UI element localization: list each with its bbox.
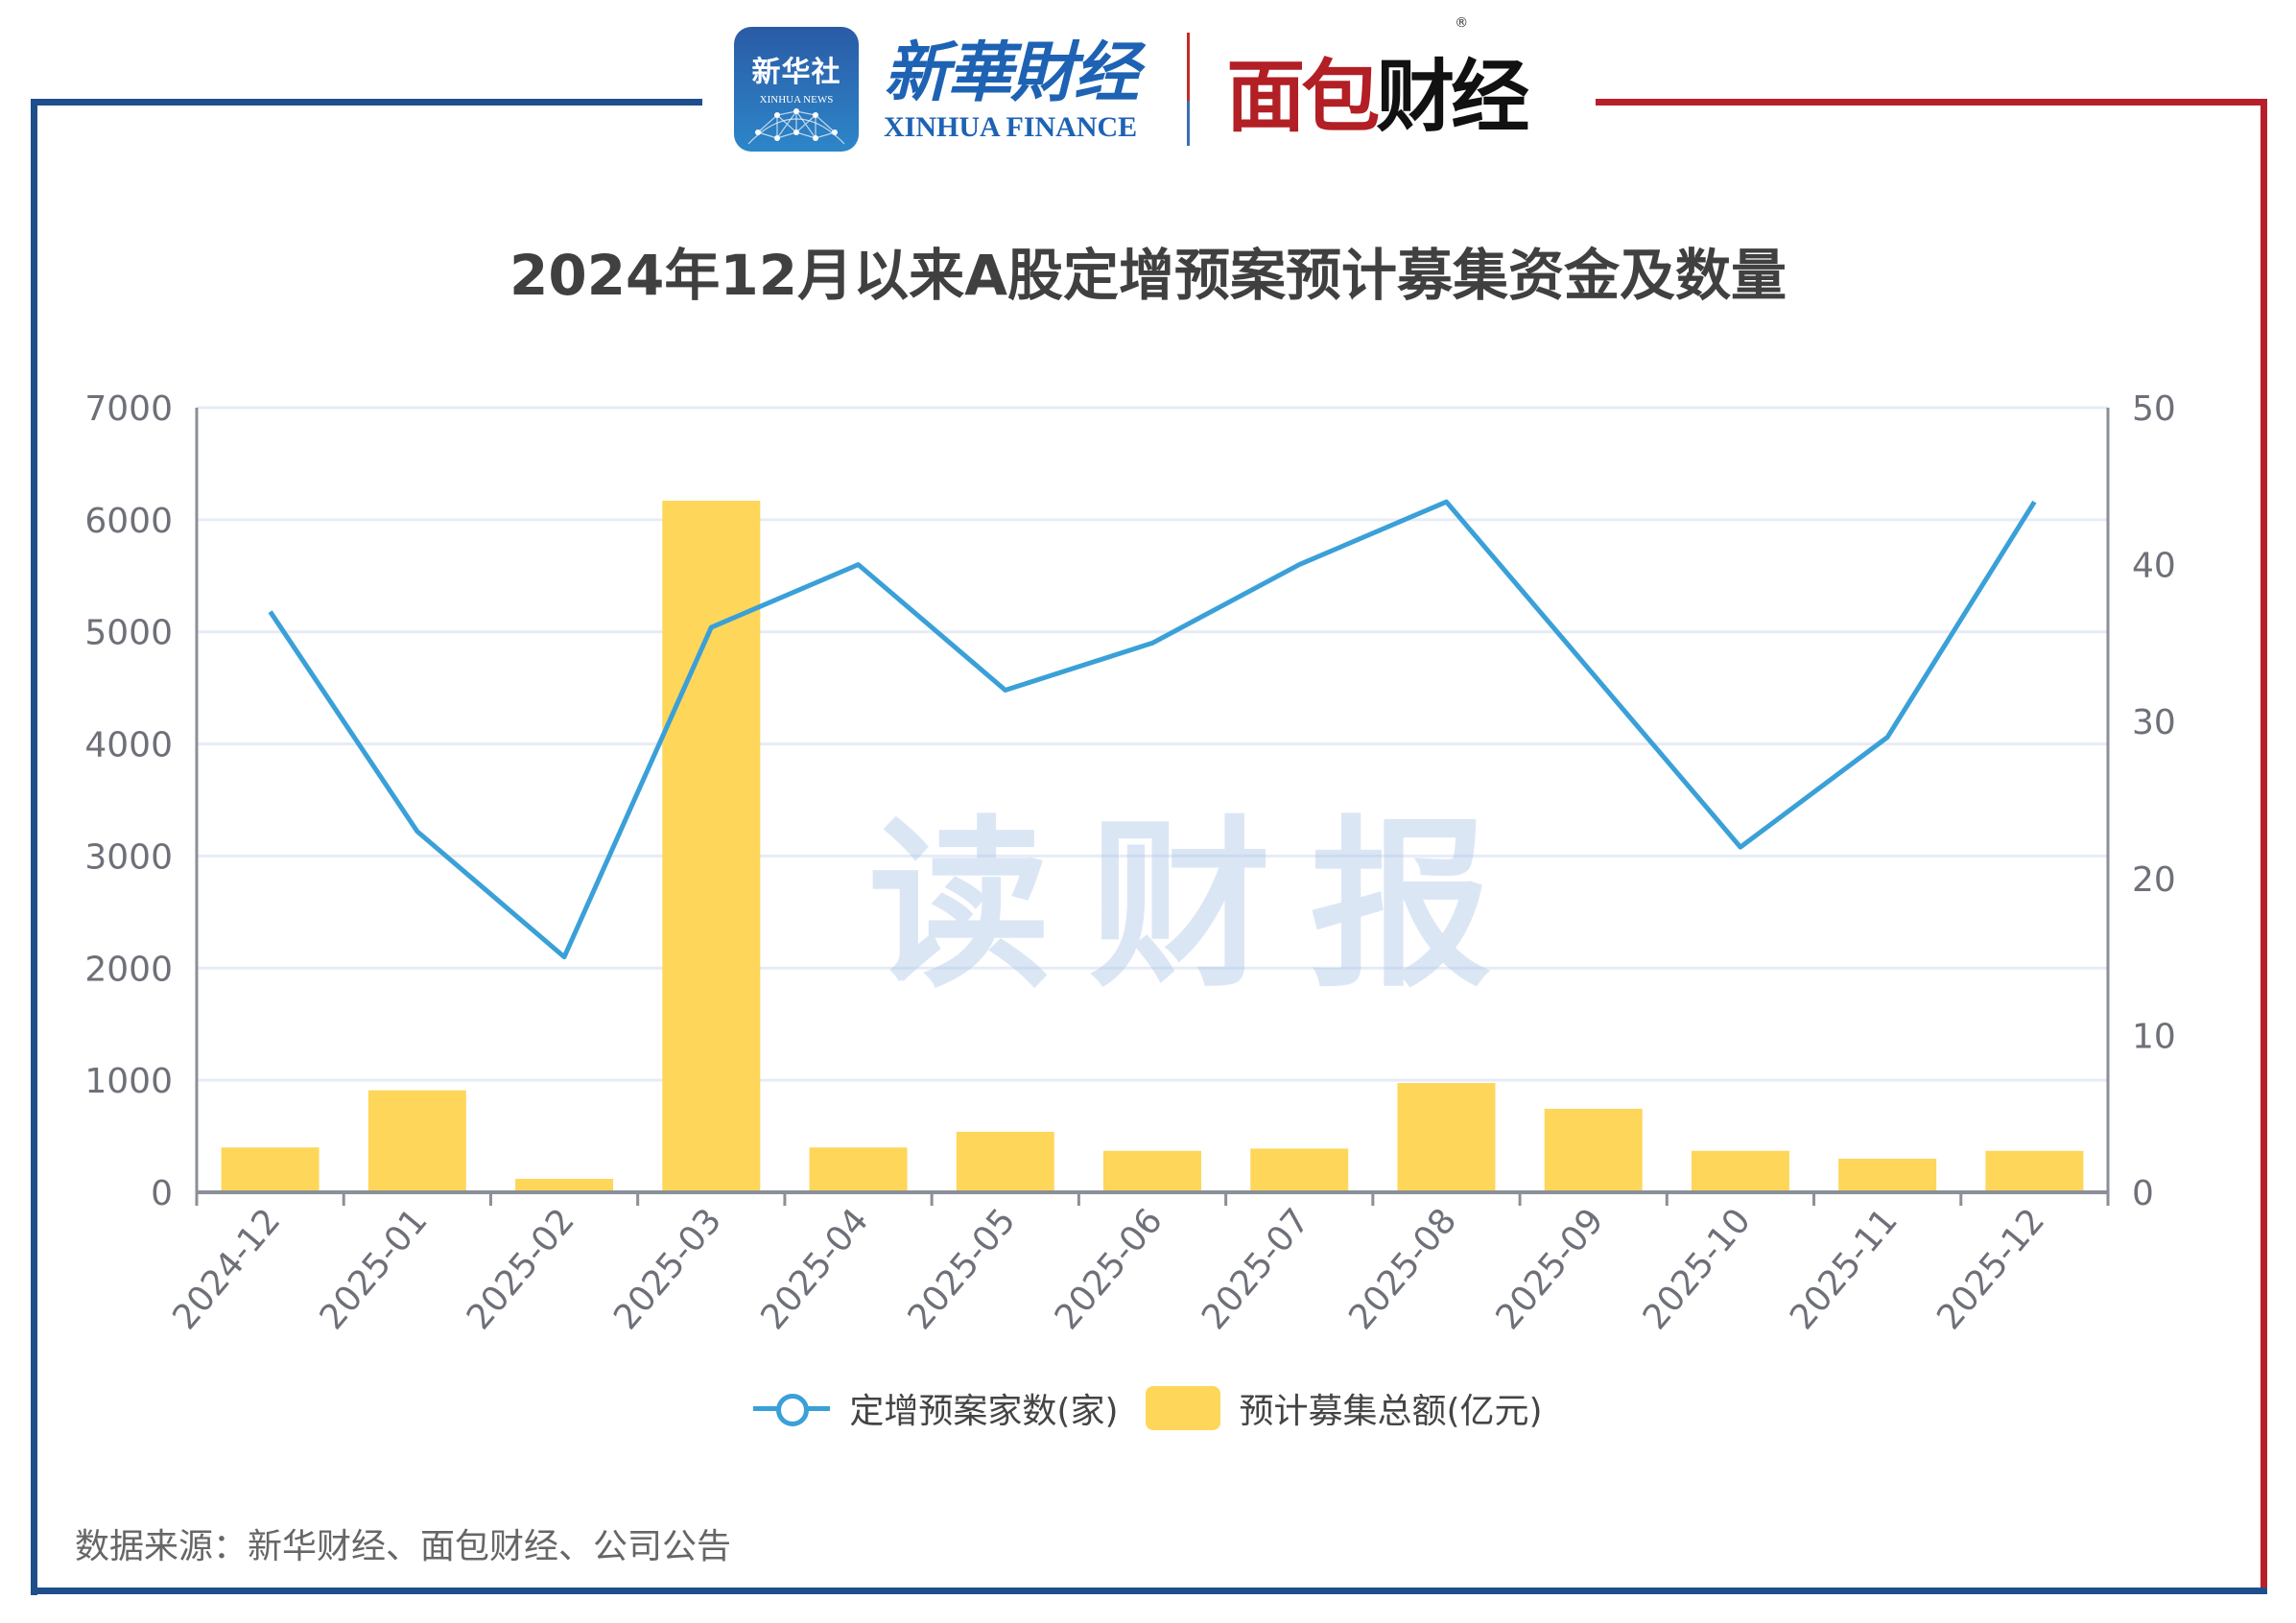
right-axis-tick-label: 40 bbox=[2132, 547, 2176, 586]
line-circle-icon bbox=[753, 1389, 831, 1427]
data-source-note: 数据来源：新华财经、面包财经、公司公告 bbox=[75, 1527, 732, 1566]
legend-label-line: 定增预案家数(家) bbox=[849, 1392, 1119, 1431]
frame-right-border bbox=[2260, 99, 2267, 1594]
bar-swatch-icon bbox=[1145, 1386, 1220, 1430]
x-axis-tick-label: 2025-04 bbox=[753, 1201, 876, 1337]
xinhua-finance-logo: 新華財经 XINHUA FINANCE bbox=[884, 35, 1139, 143]
mianbao-finance-logo: 面包财经 ® bbox=[1226, 14, 1529, 143]
left-axis-tick-label: 1000 bbox=[84, 1062, 173, 1101]
x-axis-tick-label: 2025-03 bbox=[606, 1201, 729, 1337]
right-axis-tick-label: 0 bbox=[2132, 1174, 2154, 1213]
bar bbox=[1103, 1150, 1201, 1192]
x-axis-tick-label: 2025-10 bbox=[1636, 1201, 1759, 1337]
right-axis-tick-label: 20 bbox=[2132, 860, 2176, 900]
x-axis-tick-label: 2025-02 bbox=[460, 1201, 582, 1337]
left-axis-tick-label: 0 bbox=[151, 1174, 173, 1213]
gridlines bbox=[197, 406, 2108, 1082]
x-axis-tick-label: 2025-11 bbox=[1783, 1201, 1905, 1337]
line-series bbox=[268, 499, 2037, 960]
legend-item-bar[interactable]: 预计募集总额(亿元) bbox=[1145, 1383, 1543, 1433]
x-axis-tick-label: 2025-08 bbox=[1341, 1201, 1464, 1337]
bar bbox=[221, 1147, 320, 1192]
logo-divider bbox=[1187, 33, 1191, 146]
right-axis-tick-label: 10 bbox=[2132, 1017, 2176, 1056]
left-axis-tick-label: 7000 bbox=[84, 389, 173, 429]
x-axis-tick-label: 2025-01 bbox=[313, 1201, 436, 1337]
x-axis-tick-label: 2025-06 bbox=[1048, 1201, 1171, 1337]
line-path bbox=[268, 499, 2037, 960]
left-axis-tick-label: 5000 bbox=[84, 614, 173, 653]
chart-title: 2024年12月以来A股定增预案预计募集资金及数量 bbox=[509, 243, 1787, 308]
bar bbox=[1544, 1108, 1643, 1192]
header-logos: 新华社 XINHUA NEWS 新華財经 XINHUA FINANCE 面包财经… bbox=[734, 14, 1529, 161]
bar bbox=[1250, 1148, 1349, 1192]
bar bbox=[956, 1131, 1054, 1192]
frame-top-blue-border bbox=[31, 99, 702, 106]
legend-item-line[interactable]: 定增预案家数(家) bbox=[753, 1383, 1119, 1433]
bar bbox=[515, 1178, 614, 1192]
bar bbox=[1691, 1150, 1789, 1192]
x-axis-tick-label: 2025-05 bbox=[901, 1201, 1024, 1337]
x-axis-tick-label: 2025-12 bbox=[1929, 1201, 2052, 1337]
xinhua-news-logo: 新华社 XINHUA NEWS bbox=[734, 27, 859, 152]
bar bbox=[809, 1147, 908, 1192]
left-axis-tick-label: 4000 bbox=[84, 726, 173, 765]
left-axis-tick-label: 2000 bbox=[84, 950, 173, 989]
right-axis-tick-label: 50 bbox=[2132, 389, 2176, 429]
axes bbox=[195, 408, 2110, 1206]
frame-top-red-border bbox=[1596, 99, 2267, 106]
x-axis-tick-label: 2024-12 bbox=[165, 1201, 288, 1337]
bar bbox=[1397, 1083, 1496, 1192]
bar bbox=[367, 1090, 466, 1192]
bar bbox=[1985, 1150, 2084, 1192]
x-axis-tick-label: 2025-09 bbox=[1488, 1201, 1611, 1337]
left-axis-tick-label: 3000 bbox=[84, 837, 173, 877]
right-axis-tick-label: 30 bbox=[2132, 703, 2176, 742]
frame-bottom-border bbox=[31, 1588, 2267, 1594]
watermark: 读财报 bbox=[868, 800, 1531, 1012]
left-axis-tick-label: 6000 bbox=[84, 502, 173, 541]
frame-left-border bbox=[31, 99, 37, 1595]
bar bbox=[662, 500, 761, 1192]
legend-label-bar: 预计募集总额(亿元) bbox=[1239, 1392, 1543, 1431]
globe-network-icon bbox=[747, 108, 845, 145]
bar bbox=[1838, 1158, 1937, 1192]
x-axis-tick-label: 2025-07 bbox=[1195, 1201, 1317, 1337]
legend: 定增预案家数(家) 预计募集总额(亿元) bbox=[0, 1383, 2296, 1433]
